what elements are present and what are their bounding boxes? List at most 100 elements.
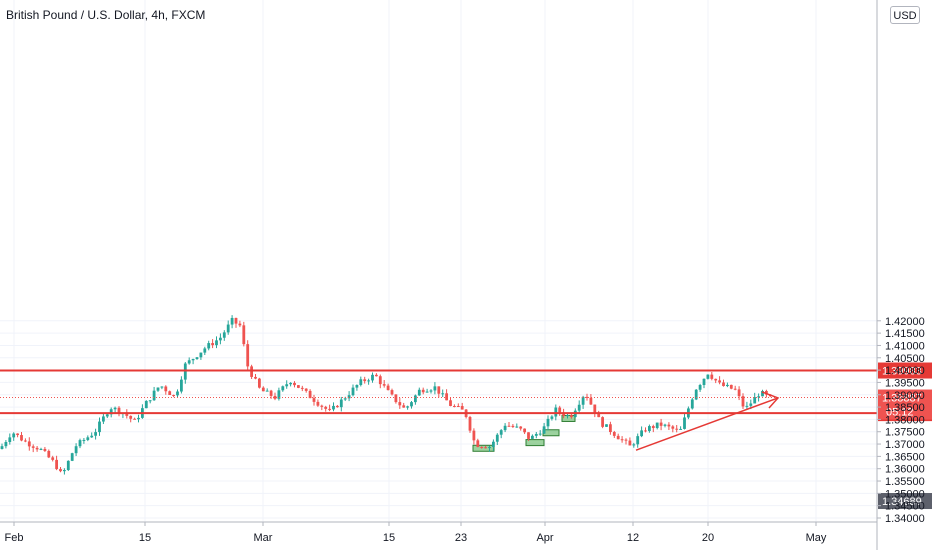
candle-body bbox=[737, 389, 741, 397]
candle-body bbox=[733, 388, 737, 390]
candle-body bbox=[601, 417, 604, 427]
candle-body bbox=[187, 360, 191, 364]
candle-body bbox=[82, 439, 86, 441]
candle-body bbox=[289, 382, 292, 385]
candle-body bbox=[480, 446, 484, 448]
y-tick-label: 1.37500 bbox=[885, 427, 925, 439]
candle-body bbox=[659, 422, 663, 426]
candle-body bbox=[293, 382, 296, 386]
candle-body bbox=[698, 385, 702, 390]
candle-body bbox=[211, 343, 214, 346]
candle-body bbox=[70, 453, 74, 461]
candle-body bbox=[316, 401, 320, 406]
candle-body bbox=[706, 374, 710, 379]
candle-body bbox=[0, 446, 4, 449]
candle-body bbox=[694, 389, 698, 400]
candle-body bbox=[519, 426, 523, 429]
candle-body bbox=[168, 391, 172, 396]
candle-body bbox=[679, 428, 682, 430]
candle-body bbox=[741, 396, 745, 407]
y-tick-label: 1.35500 bbox=[885, 476, 925, 488]
candle-body bbox=[215, 340, 218, 346]
y-tick-label: 1.40000 bbox=[885, 365, 925, 377]
candle-body bbox=[152, 390, 156, 401]
candle-body bbox=[445, 393, 448, 401]
demand-zone-box bbox=[472, 444, 495, 452]
x-tick-label: Feb bbox=[5, 532, 24, 544]
candle-body bbox=[609, 424, 612, 433]
candle-body bbox=[729, 384, 733, 389]
x-tick-label: 20 bbox=[702, 532, 714, 544]
candle-body bbox=[675, 428, 679, 430]
candle-body bbox=[277, 390, 281, 399]
candle-body bbox=[605, 424, 608, 427]
candle-body bbox=[585, 396, 589, 398]
candle-body bbox=[12, 433, 16, 438]
candle-body bbox=[74, 446, 78, 454]
candle-body bbox=[710, 374, 714, 379]
candle-body bbox=[269, 390, 273, 396]
candle-body bbox=[297, 385, 300, 388]
candle-body bbox=[761, 390, 764, 397]
time-axis[interactable]: Feb 15 Mar 15 23 Apr 12 20 May bbox=[0, 521, 877, 544]
candle-body bbox=[589, 397, 593, 405]
candle-body bbox=[726, 384, 729, 387]
candle-body bbox=[398, 402, 402, 406]
candle-body bbox=[125, 413, 129, 416]
candle-body bbox=[180, 379, 183, 392]
trendline-arrowhead bbox=[761, 391, 780, 409]
candle-body bbox=[219, 337, 222, 341]
candle-body bbox=[328, 408, 331, 410]
candle-body bbox=[683, 417, 686, 429]
candle-body bbox=[94, 432, 97, 436]
y-tick-label: 1.38000 bbox=[885, 414, 925, 426]
candle-body bbox=[39, 448, 43, 450]
candle-body bbox=[640, 430, 643, 437]
x-tick-label: Apr bbox=[536, 532, 553, 544]
candle-body bbox=[176, 391, 179, 396]
candle-body bbox=[406, 406, 409, 408]
candle-body bbox=[98, 421, 101, 433]
candle-body bbox=[336, 405, 339, 408]
candle-body bbox=[550, 416, 554, 419]
y-tick-label: 1.42000 bbox=[885, 316, 925, 328]
candle-body bbox=[523, 428, 526, 433]
candle-body bbox=[476, 440, 480, 447]
candle-body bbox=[183, 363, 187, 380]
y-tick-label: 1.38500 bbox=[885, 402, 925, 414]
candle-body bbox=[577, 404, 581, 411]
candle-body bbox=[51, 457, 55, 460]
currency-button[interactable]: USD bbox=[890, 6, 920, 24]
candle-body bbox=[663, 424, 667, 426]
candle-body bbox=[285, 384, 289, 387]
candle-body bbox=[195, 357, 199, 360]
candle-body bbox=[507, 425, 511, 427]
candle-body bbox=[456, 406, 460, 408]
candle-body bbox=[371, 374, 374, 381]
y-tick-label: 1.40500 bbox=[885, 353, 925, 365]
candle-body bbox=[312, 398, 316, 402]
candle-body bbox=[702, 378, 706, 386]
candle-body bbox=[230, 317, 234, 325]
candle-body bbox=[90, 435, 94, 438]
x-tick-label: 12 bbox=[627, 532, 639, 544]
candle-body bbox=[35, 447, 39, 450]
chart-title: British Pound / U.S. Dollar, 4h, FXCM bbox=[6, 8, 206, 22]
candle-body bbox=[632, 444, 636, 446]
candle-body bbox=[160, 386, 164, 388]
price-axis[interactable]: 1.340001.345001.350001.355001.360001.365… bbox=[876, 0, 925, 550]
candle-body bbox=[616, 435, 620, 440]
candle-body bbox=[129, 415, 133, 419]
candle-body bbox=[199, 352, 203, 358]
candle-body bbox=[16, 433, 19, 436]
candle-body bbox=[453, 405, 456, 407]
candle-body bbox=[332, 405, 335, 410]
y-tick-label: 1.37000 bbox=[885, 439, 925, 451]
candle-body bbox=[359, 379, 363, 385]
candle-body bbox=[390, 390, 394, 395]
candle-body bbox=[63, 470, 66, 472]
candles bbox=[0, 315, 772, 475]
candle-body bbox=[648, 426, 651, 432]
